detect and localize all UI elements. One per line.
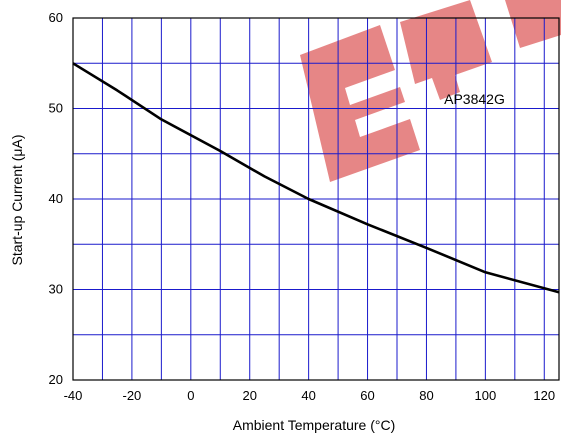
x-axis-title: Ambient Temperature (°C) [233,417,396,433]
series-annotation: AP3842G [444,91,505,107]
x-tick-label: -20 [123,388,142,403]
x-tick-label: 60 [360,388,374,403]
watermark-logo [300,0,561,182]
plot-frame [72,17,560,381]
x-tick-label: 20 [242,388,256,403]
y-axis-title: Start-up Current (μA) [9,135,25,266]
x-tick-label: 0 [187,388,194,403]
y-tick-label: 40 [49,191,63,206]
plot-border [72,17,560,381]
y-tick-labels: 20 30 40 50 60 [49,10,63,387]
x-tick-label: 80 [419,388,433,403]
x-tick-label: 120 [533,388,555,403]
x-tick-label: -40 [64,388,83,403]
y-tick-label: 60 [49,10,63,25]
series-layer [72,62,560,294]
y-tick-label: 20 [49,372,63,387]
x-tick-label: 100 [475,388,497,403]
y-tick-label: 30 [49,282,63,297]
y-tick-label: 50 [49,101,63,116]
series-line [72,62,560,294]
x-tick-label: 40 [301,388,315,403]
x-tick-labels: -40 -20 0 20 40 60 80 100 120 [64,388,556,403]
